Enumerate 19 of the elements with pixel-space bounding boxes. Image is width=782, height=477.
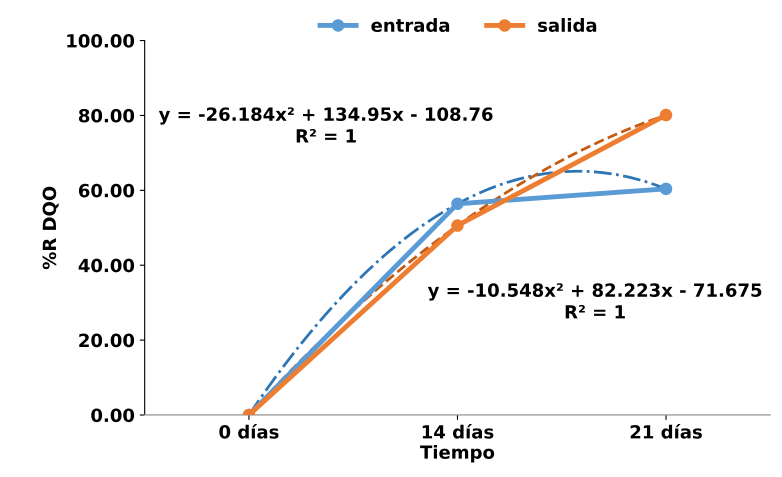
- annotation: y = -26.184x² + 134.95x - 108.76 R² = 1: [158, 107, 493, 142]
- y-tick-label: 0.00: [91, 408, 134, 422]
- y-tick-label: 60.00: [78, 184, 134, 198]
- x-tick-label: 14 días: [422, 424, 494, 439]
- x-axis-title: Tiempo: [420, 444, 494, 462]
- y-tick-label: 20.00: [79, 334, 134, 348]
- point: [660, 182, 672, 196]
- point: [660, 108, 672, 122]
- y-tick-label: 100.00: [67, 34, 134, 48]
- legend-label: entrada: [371, 18, 450, 32]
- annotation: y = -10.548x² + 82.223x - 71.675 R² = 1: [428, 283, 762, 318]
- y-tick-label: 40.00: [78, 258, 134, 272]
- y-axis-title: %R DQO: [42, 186, 59, 270]
- point: [451, 198, 464, 210]
- x-tick-label: 0 días: [219, 424, 279, 439]
- point: [451, 219, 464, 232]
- x-tick-label: 21 días: [630, 424, 702, 439]
- legend-label: salida: [538, 18, 596, 32]
- y-tick-label: 80.00: [78, 108, 134, 123]
